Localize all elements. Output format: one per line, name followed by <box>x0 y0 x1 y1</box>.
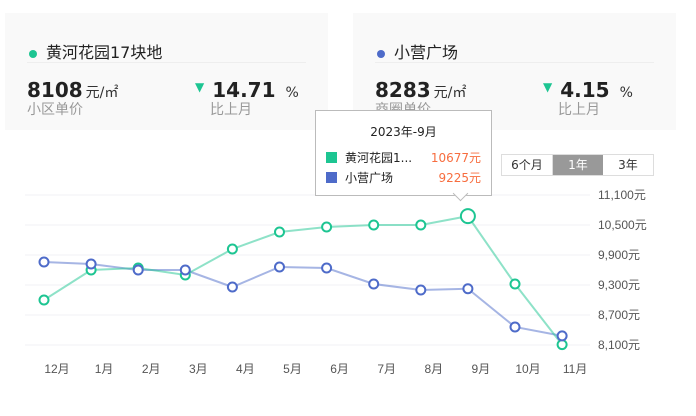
data-point <box>85 258 97 270</box>
data-point <box>509 321 521 333</box>
data-point <box>226 243 238 255</box>
data-point <box>556 330 568 342</box>
price-label: 小区单价 <box>27 102 83 118</box>
tooltip-series-name: 黄河花园1... <box>345 151 413 165</box>
x-tick-label: 8月 <box>424 362 443 376</box>
y-tick-label: 9,300元 <box>598 278 640 292</box>
price-unit: 元/㎡ <box>433 85 467 101</box>
data-point <box>226 281 238 293</box>
x-tick-label: 5月 <box>283 362 302 376</box>
pct-sign: % <box>285 85 299 101</box>
change-value: 14.71 <box>212 78 276 102</box>
down-triangle-icon: ▼ <box>543 80 553 94</box>
divider <box>27 62 306 63</box>
x-tick-label: 9月 <box>472 362 491 376</box>
price-value: 8283 <box>375 78 431 102</box>
data-point <box>459 208 476 225</box>
legend-swatch <box>326 172 337 183</box>
data-point <box>179 264 191 276</box>
data-point <box>509 278 521 290</box>
data-point <box>556 339 568 351</box>
data-point <box>321 221 333 233</box>
change-value: 4.15 <box>560 78 610 102</box>
card-title: 黄河花园17块地 <box>46 43 163 62</box>
tooltip-value: 9225元 <box>438 171 481 185</box>
tooltip-series-name: 小营广场 <box>345 171 394 185</box>
divider <box>375 62 654 63</box>
series-line <box>43 215 563 346</box>
y-tick-label: 11,100元 <box>598 188 646 202</box>
x-tick-label: 10月 <box>515 362 540 376</box>
change-label: 比上月 <box>558 102 600 118</box>
x-tick-label: 6月 <box>330 362 349 376</box>
range-6m-button[interactable]: 6个月 <box>502 155 553 175</box>
chart-tooltip: 2023年-9月 黄河花园1... 10677元 小营广场 9225元 <box>315 110 492 196</box>
range-3y-button[interactable]: 3年 <box>618 158 638 172</box>
x-tick-label: 3月 <box>189 362 208 376</box>
x-tick-label: 2月 <box>142 362 161 376</box>
y-tick-label: 9,900元 <box>598 248 640 262</box>
change-label: 比上月 <box>210 102 252 118</box>
range-1y-button[interactable]: 1年 <box>553 155 603 175</box>
data-point <box>368 219 380 231</box>
x-tick-label: 1月 <box>95 362 114 376</box>
tooltip-value: 10677元 <box>430 151 481 165</box>
data-point <box>368 278 380 290</box>
card-title: 小营广场 <box>394 43 459 62</box>
y-tick-label: 8,700元 <box>598 308 640 322</box>
legend-swatch <box>326 152 337 163</box>
legend-dot-icon <box>29 49 37 58</box>
range-selector: 6个月 1年 3年 <box>501 154 654 176</box>
pct-sign: % <box>619 85 633 101</box>
card-community: 黄河花园17块地 8108 元/㎡ 小区单价 ▼ 14.71 % 比上月 <box>5 13 328 130</box>
data-point <box>415 284 427 296</box>
data-point <box>321 262 333 274</box>
data-point <box>132 264 144 276</box>
data-point <box>38 294 50 306</box>
legend-dot-icon <box>377 49 385 58</box>
down-triangle-icon: ▼ <box>195 80 205 94</box>
series-line <box>43 261 563 337</box>
data-point <box>274 261 285 273</box>
data-point <box>415 219 427 231</box>
x-tick-label: 12月 <box>44 362 69 376</box>
x-tick-label: 7月 <box>377 362 396 376</box>
y-tick-label: 10,500元 <box>598 218 647 232</box>
price-value: 8108 <box>27 78 83 102</box>
tooltip-title: 2023年-9月 <box>370 125 437 139</box>
data-point <box>38 256 50 268</box>
x-tick-label: 11月 <box>563 362 587 376</box>
data-point <box>462 283 474 295</box>
data-point <box>274 226 285 238</box>
x-tick-label: 4月 <box>236 362 255 376</box>
price-unit: 元/㎡ <box>85 85 119 101</box>
y-tick-label: 8,100元 <box>598 338 640 352</box>
